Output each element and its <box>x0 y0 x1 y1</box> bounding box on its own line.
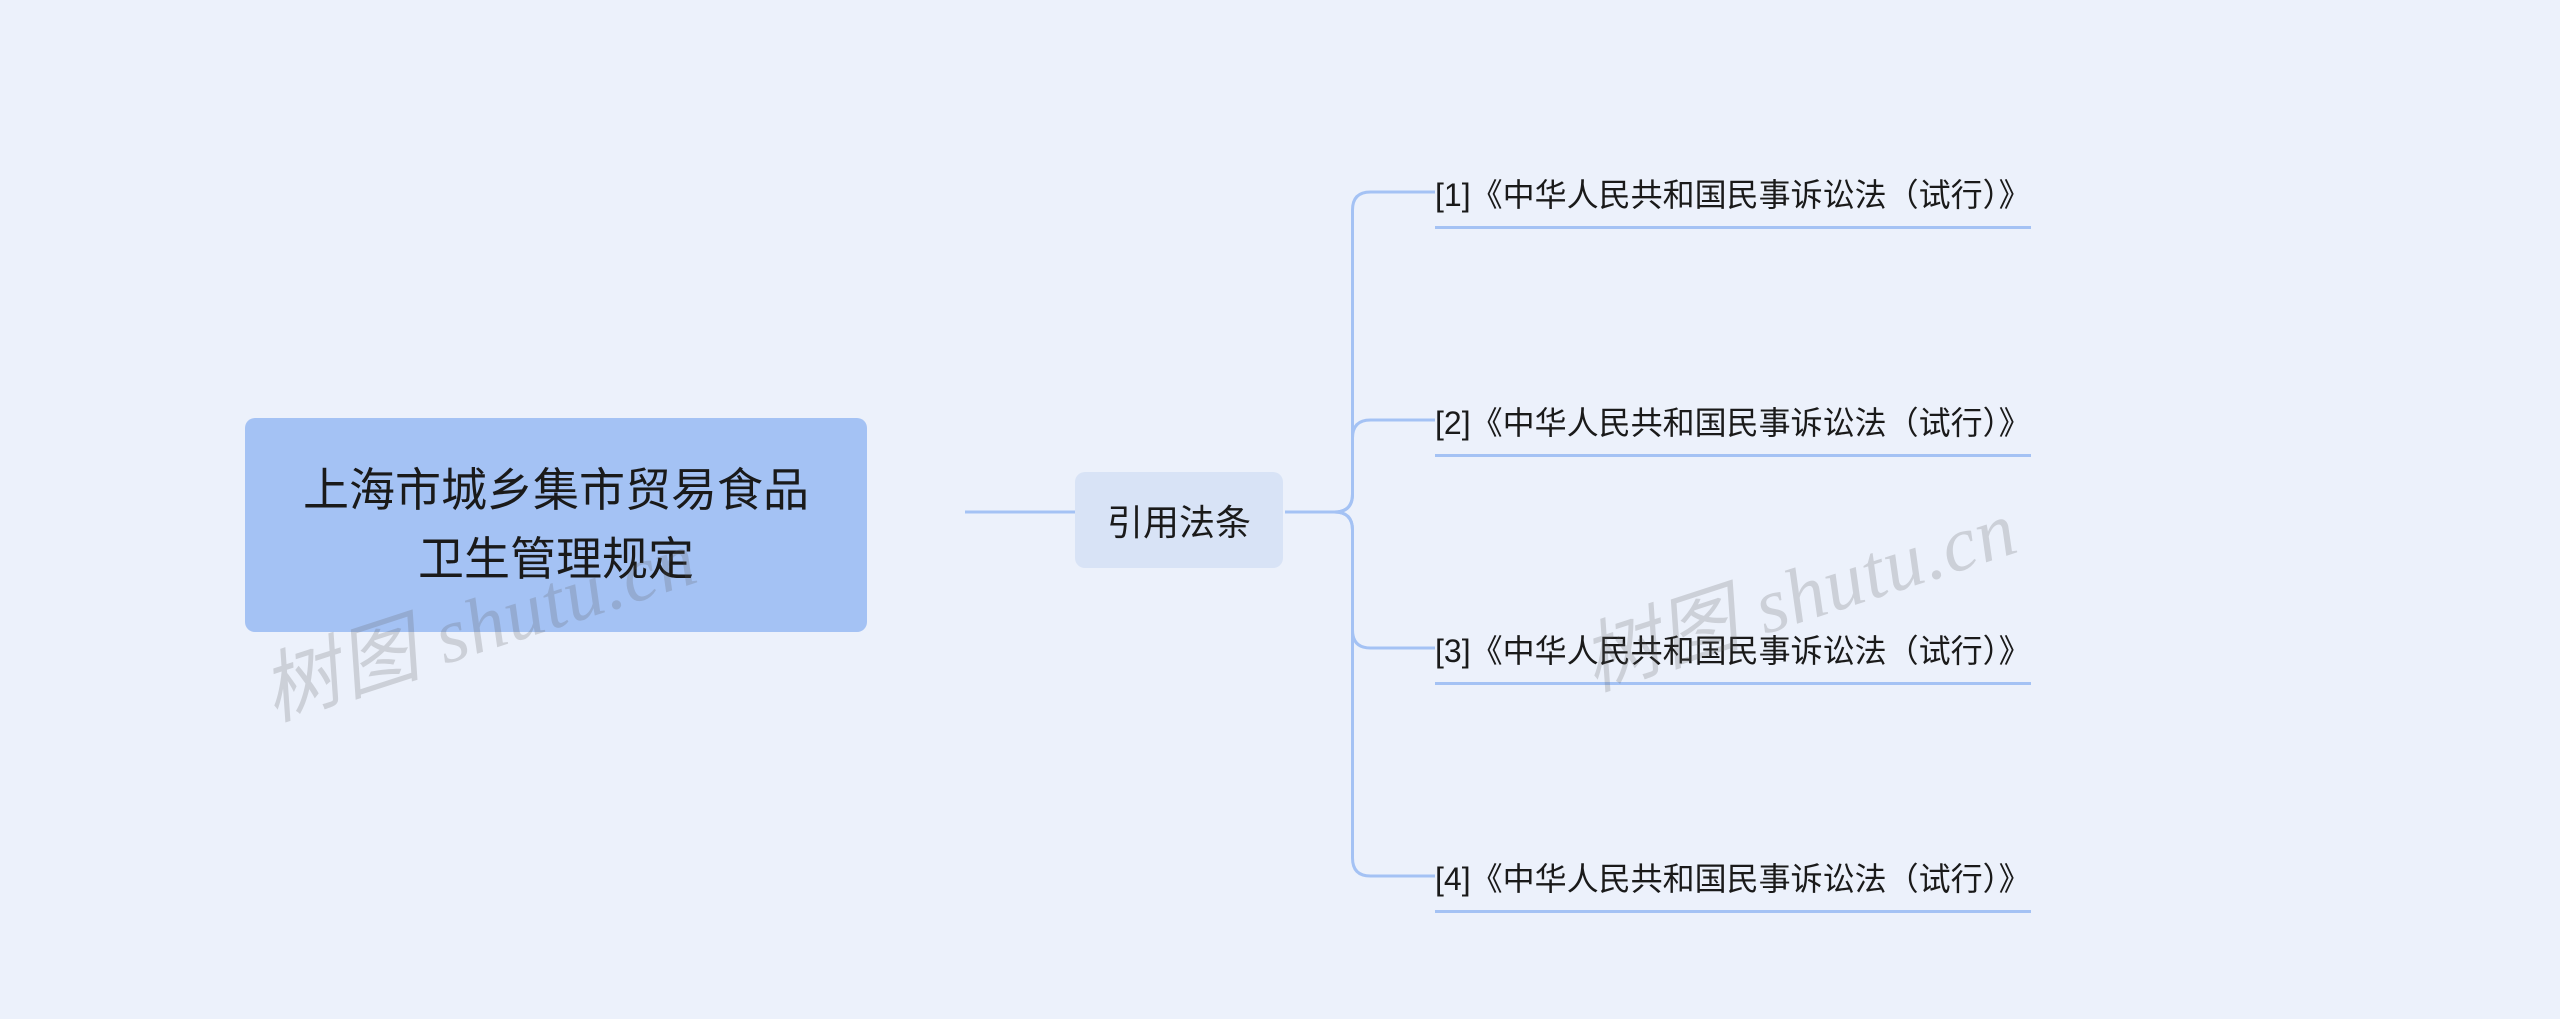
root-node: 上海市城乡集市贸易食品 卫生管理规定 <box>245 418 867 632</box>
root-line2: 卫生管理规定 <box>418 533 694 585</box>
leaf-node-4: [4]《中华人民共和国民事诉讼法（试行）》 <box>1435 854 2031 913</box>
leaf-label: [4]《中华人民共和国民事诉讼法（试行）》 <box>1435 861 2031 897</box>
mindmap-container: 上海市城乡集市贸易食品 卫生管理规定 引用法条 [1]《中华人民共和国民事诉讼法… <box>0 0 2560 1019</box>
leaf-label: [2]《中华人民共和国民事诉讼法（试行）》 <box>1435 405 2031 441</box>
branch-node: 引用法条 <box>1075 472 1283 568</box>
leaf-node-2: [2]《中华人民共和国民事诉讼法（试行）》 <box>1435 398 2031 457</box>
leaf-node-3: [3]《中华人民共和国民事诉讼法（试行）》 <box>1435 626 2031 685</box>
branch-label: 引用法条 <box>1107 502 1251 543</box>
leaf-node-1: [1]《中华人民共和国民事诉讼法（试行）》 <box>1435 170 2031 229</box>
root-line1: 上海市城乡集市贸易食品 <box>303 464 809 516</box>
leaf-label: [1]《中华人民共和国民事诉讼法（试行）》 <box>1435 177 2031 213</box>
leaf-label: [3]《中华人民共和国民事诉讼法（试行）》 <box>1435 633 2031 669</box>
